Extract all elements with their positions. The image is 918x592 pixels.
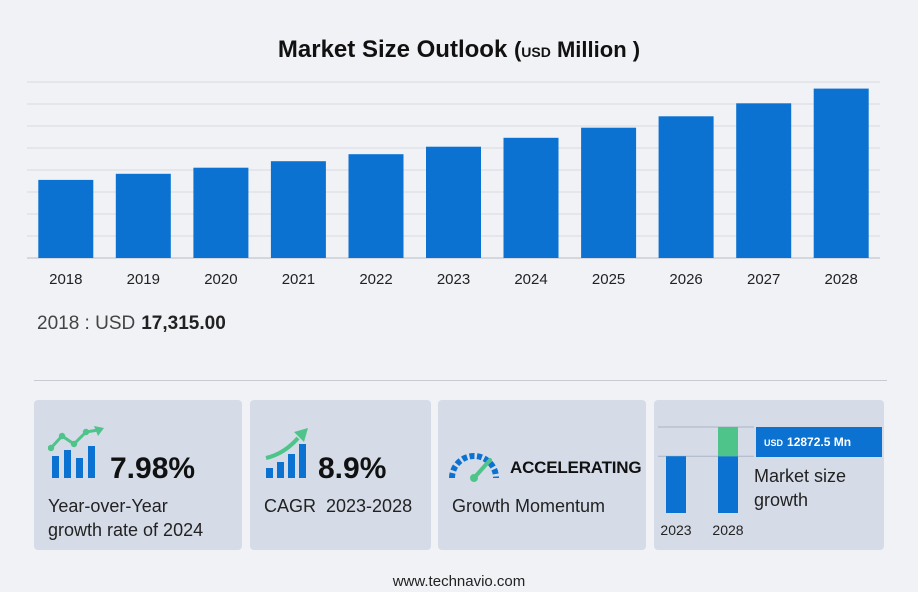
growth-desc-line1: Market size: [754, 466, 847, 486]
momentum-value: ACCELERATING: [510, 458, 642, 477]
baseline-label: 2018 : USD: [37, 313, 136, 334]
yoy-value: 7.98%: [110, 452, 196, 485]
baseline-amount: 17,315.00: [141, 313, 226, 334]
yoy-description: Year-over-Year growth rate of 2024: [48, 494, 203, 542]
bar-2018: [38, 179, 94, 258]
unit-open-paren: (: [513, 37, 522, 62]
x-tick-label-2018: 2018: [49, 271, 82, 288]
growth-value-badge: USD 12872.5 Mn: [756, 427, 882, 457]
baseline-value: 2018 : USD 17,315.00: [37, 313, 226, 335]
unit-close-paren: ): [632, 37, 641, 62]
chart-title-unit: (USD Million ): [514, 37, 640, 62]
rising-bars-arrow-icon: [265, 428, 308, 478]
unit-currency: USD: [521, 44, 551, 60]
growth-card: 2023 2028 USD 12872.5 Mn Market size grow…: [654, 400, 884, 550]
bar-2023: [426, 146, 481, 258]
momentum-card: ACCELERATING Growth Momentum: [438, 400, 646, 550]
chart-title-text: Market Size Outlook: [277, 36, 508, 63]
bar-2022: [348, 154, 404, 258]
growth-year-end: 2028: [712, 522, 743, 538]
momentum-desc-line1: Growth Momentum: [452, 496, 606, 516]
footer-url: www.technavio.com: [392, 573, 526, 590]
x-tick-label-2021: 2021: [282, 271, 315, 288]
unit-scale: Million: [556, 37, 627, 62]
momentum-description: Growth Momentum: [452, 494, 605, 518]
x-tick-label-2025: 2025: [592, 271, 625, 288]
x-tick-label-2028: 2028: [825, 271, 858, 288]
bar-2021: [270, 161, 326, 258]
growth-bar-2028-base: [718, 456, 738, 513]
x-tick-label-2022: 2022: [359, 271, 392, 288]
growth-bar-2028-increment: [718, 427, 738, 457]
section-divider: [34, 380, 887, 381]
yoy-desc-line2: growth rate of 2024: [48, 520, 204, 540]
bar-chart: 2018 2019 2020 2021 2022 2023 2024 2025 2026 2027…: [27, 81, 880, 288]
growth-mini-chart: 2023 2028: [658, 426, 754, 538]
growth-badge-value: 12872.5 Mn: [787, 435, 852, 449]
bar-2028: [813, 88, 869, 258]
cagr-desc-line1: CAGR 2023-2028: [264, 496, 413, 516]
growth-year-start: 2023: [660, 522, 691, 538]
speedometer-icon: [449, 453, 499, 482]
x-tick-label-2020: 2020: [204, 271, 237, 288]
bar-2026: [658, 116, 714, 258]
x-tick-label-2027: 2027: [747, 271, 780, 288]
bar-2024: [503, 137, 559, 258]
growth-desc-line2: growth: [754, 490, 809, 510]
x-tick-label-2024: 2024: [514, 271, 547, 288]
chart-bars: [38, 88, 869, 258]
growth-bar-2023: [666, 456, 686, 513]
growth-description: Market size growth: [754, 464, 846, 512]
bar-2027: [736, 103, 792, 258]
yoy-card: 7.98% Year-over-Year growth rate of 2024: [34, 400, 242, 550]
chart-x-tick-labels: 2018 2019 2020 2021 2022 2023 2024 2025 2026 2027…: [49, 271, 858, 288]
growth-badge-currency: USD: [764, 438, 784, 448]
cagr-description: CAGR 2023-2028: [264, 494, 412, 518]
yoy-desc-line1: Year-over-Year: [48, 496, 168, 516]
chart-title: Market Size Outlook (USD Million ): [0, 36, 918, 64]
growth-bars-icon: [48, 426, 104, 478]
x-tick-label-2023: 2023: [437, 271, 470, 288]
bar-2025: [581, 127, 637, 258]
bar-2020: [193, 167, 249, 258]
cagr-card: 8.9% CAGR 2023-2028: [250, 400, 431, 550]
x-tick-label-2019: 2019: [127, 271, 160, 288]
bar-2019: [115, 173, 171, 258]
x-tick-label-2026: 2026: [669, 271, 702, 288]
cagr-value: 8.9%: [318, 452, 387, 485]
